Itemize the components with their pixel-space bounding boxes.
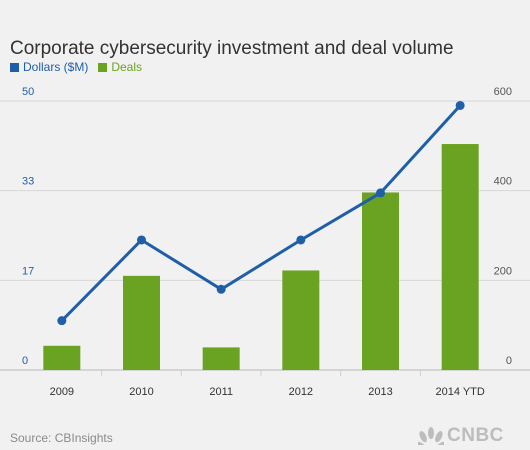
x-tick-label: 2009 [50, 386, 74, 398]
bar-deals [362, 192, 399, 370]
y-left-tick-label: 17 [22, 265, 34, 277]
chart-title: Corporate cybersecurity investment and d… [10, 38, 454, 59]
point-dollars [57, 316, 67, 326]
legend-swatch-deals [98, 62, 108, 72]
bar-deals [282, 270, 320, 370]
x-tick-label: 2010 [129, 386, 153, 398]
bar-deals [441, 144, 479, 370]
logo-text: CNBC [447, 425, 504, 446]
cnbc-logo: CNBC [418, 425, 522, 447]
y-right-tick-label: 600 [494, 86, 512, 98]
source-note: Source: CBInsights [10, 431, 113, 445]
point-dollars [455, 100, 465, 110]
point-dollars [296, 235, 306, 245]
peacock-icon [418, 427, 444, 445]
point-dollars [376, 188, 385, 198]
y-right-tick-label: 200 [494, 265, 512, 277]
bar-deals [123, 275, 160, 370]
y-right-tick-label: 0 [506, 355, 512, 367]
y-left-tick-label: 50 [22, 86, 34, 98]
legend-label-dollars: Dollars ($M) [23, 60, 89, 74]
point-dollars [137, 235, 146, 245]
point-dollars [216, 284, 226, 294]
x-tick-label: 2011 [209, 386, 233, 398]
legend-swatch-dollars [10, 62, 19, 72]
y-left-tick-label: 33 [22, 176, 34, 188]
bar-deals [202, 347, 240, 370]
legend: Dollars ($M) Deals [10, 60, 148, 74]
legend-label-deals: Deals [111, 60, 143, 74]
line-dollars [60, 104, 462, 322]
y-right-tick-label: 400 [494, 176, 512, 188]
x-tick-label: 2013 [368, 386, 392, 398]
x-tick-label: 2014 YTD [436, 386, 485, 398]
bar-deals [43, 345, 81, 370]
y-left-tick-label: 0 [22, 355, 28, 367]
x-tick-label: 2012 [289, 386, 313, 398]
